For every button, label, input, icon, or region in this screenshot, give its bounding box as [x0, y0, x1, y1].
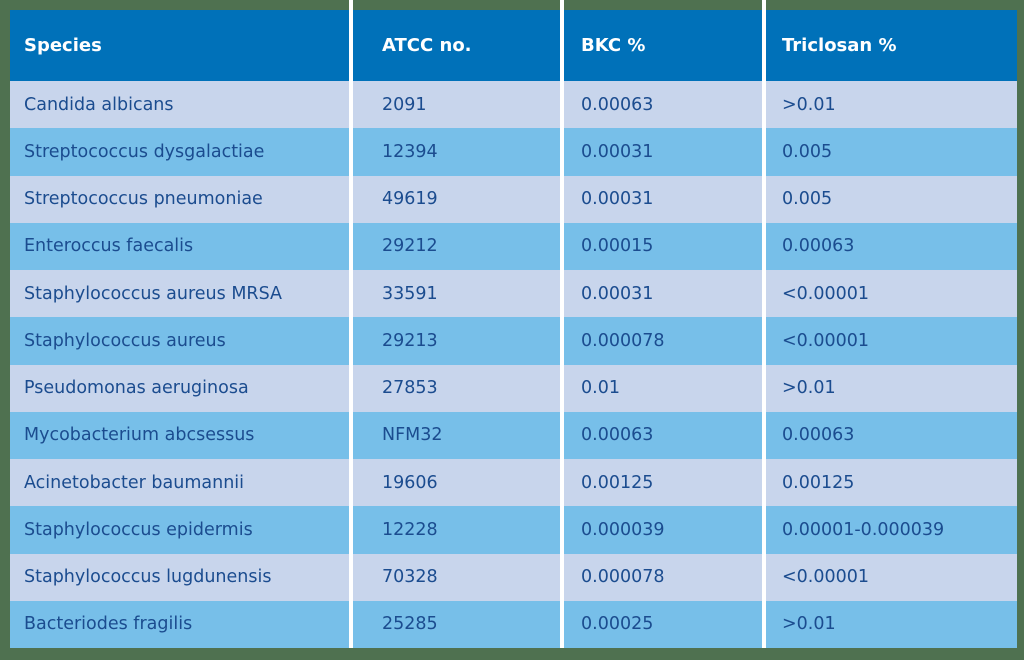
- bkc-cell: 0.000078: [564, 317, 762, 365]
- table-row: Staphylococcus lugdunensis 70328 0.00007…: [10, 553, 1017, 601]
- column-header-species: Species: [10, 10, 349, 81]
- column-separator: [560, 0, 564, 10]
- triclosan-cell: 0.00125: [766, 459, 1017, 507]
- atcc-cell: 29213: [353, 317, 560, 365]
- bkc-cell: 0.00025: [564, 600, 762, 648]
- triclosan-cell: >0.01: [766, 364, 1017, 412]
- bkc-cell: 0.00125: [564, 459, 762, 507]
- triclosan-cell: <0.00001: [766, 270, 1017, 318]
- atcc-cell: 27853: [353, 364, 560, 412]
- bkc-cell: 0.00015: [564, 222, 762, 270]
- triclosan-cell: <0.00001: [766, 317, 1017, 365]
- bkc-cell: 0.00063: [564, 81, 762, 129]
- column-separator: [762, 0, 766, 10]
- triclosan-cell: 0.00063: [766, 411, 1017, 459]
- species-cell: Streptococcus dysgalactiae: [10, 128, 349, 176]
- atcc-cell: 19606: [353, 459, 560, 507]
- triclosan-cell: >0.01: [766, 600, 1017, 648]
- species-cell: Staphylococcus lugdunensis: [10, 553, 349, 601]
- species-cell: Streptococcus pneumoniae: [10, 175, 349, 223]
- table-row: Streptococcus dysgalactiae 12394 0.00031…: [10, 128, 1017, 176]
- bkc-cell: 0.00031: [564, 128, 762, 176]
- bkc-cell: 0.000039: [564, 506, 762, 554]
- species-cell: Enteroccus faecalis: [10, 222, 349, 270]
- atcc-cell: 12228: [353, 506, 560, 554]
- atcc-cell: 70328: [353, 553, 560, 601]
- table-row: Bacteriodes fragilis 25285 0.00025 >0.01: [10, 600, 1017, 648]
- triclosan-cell: 0.005: [766, 175, 1017, 223]
- species-cell: Staphylococcus epidermis: [10, 506, 349, 554]
- triclosan-cell: 0.00001-0.000039: [766, 506, 1017, 554]
- triclosan-cell: <0.00001: [766, 553, 1017, 601]
- triclosan-cell: >0.01: [766, 81, 1017, 129]
- triclosan-cell: 0.00063: [766, 222, 1017, 270]
- table-row: Candida albicans 2091 0.00063 >0.01: [10, 81, 1017, 129]
- table-row: Enteroccus faecalis 29212 0.00015 0.0006…: [10, 222, 1017, 270]
- table-row: Acinetobacter baumannii 19606 0.00125 0.…: [10, 459, 1017, 507]
- bkc-cell: 0.00031: [564, 175, 762, 223]
- mic-susceptibility-table: Species ATCC no. BKC % Triclosan % Candi…: [10, 10, 1017, 648]
- column-header-atcc: ATCC no.: [353, 10, 560, 81]
- bkc-cell: 0.000078: [564, 553, 762, 601]
- column-separator: [349, 0, 353, 10]
- atcc-cell: 2091: [353, 81, 560, 129]
- atcc-cell: 49619: [353, 175, 560, 223]
- table-row: Mycobacterium abcsessus NFM32 0.00063 0.…: [10, 411, 1017, 459]
- bkc-cell: 0.01: [564, 364, 762, 412]
- atcc-cell: 33591: [353, 270, 560, 318]
- atcc-cell: 12394: [353, 128, 560, 176]
- bkc-cell: 0.00063: [564, 411, 762, 459]
- species-cell: Bacteriodes fragilis: [10, 600, 349, 648]
- bkc-cell: 0.00031: [564, 270, 762, 318]
- species-cell: Mycobacterium abcsessus: [10, 411, 349, 459]
- table-row: Pseudomonas aeruginosa 27853 0.01 >0.01: [10, 364, 1017, 412]
- table-row: Staphylococcus epidermis 12228 0.000039 …: [10, 506, 1017, 554]
- species-cell: Pseudomonas aeruginosa: [10, 364, 349, 412]
- atcc-cell: 29212: [353, 222, 560, 270]
- table-row: Streptococcus pneumoniae 49619 0.00031 0…: [10, 175, 1017, 223]
- species-cell: Candida albicans: [10, 81, 349, 129]
- column-header-triclosan: Triclosan %: [766, 10, 1017, 81]
- atcc-cell: 25285: [353, 600, 560, 648]
- atcc-cell: NFM32: [353, 411, 560, 459]
- table-row: Staphylococcus aureus 29213 0.000078 <0.…: [10, 317, 1017, 365]
- table-row: Staphylococcus aureus MRSA 33591 0.00031…: [10, 270, 1017, 318]
- column-header-bkc: BKC %: [564, 10, 762, 81]
- species-cell: Acinetobacter baumannii: [10, 459, 349, 507]
- table-header-row: Species ATCC no. BKC % Triclosan %: [10, 10, 1017, 81]
- species-cell: Staphylococcus aureus: [10, 317, 349, 365]
- triclosan-cell: 0.005: [766, 128, 1017, 176]
- species-cell: Staphylococcus aureus MRSA: [10, 270, 349, 318]
